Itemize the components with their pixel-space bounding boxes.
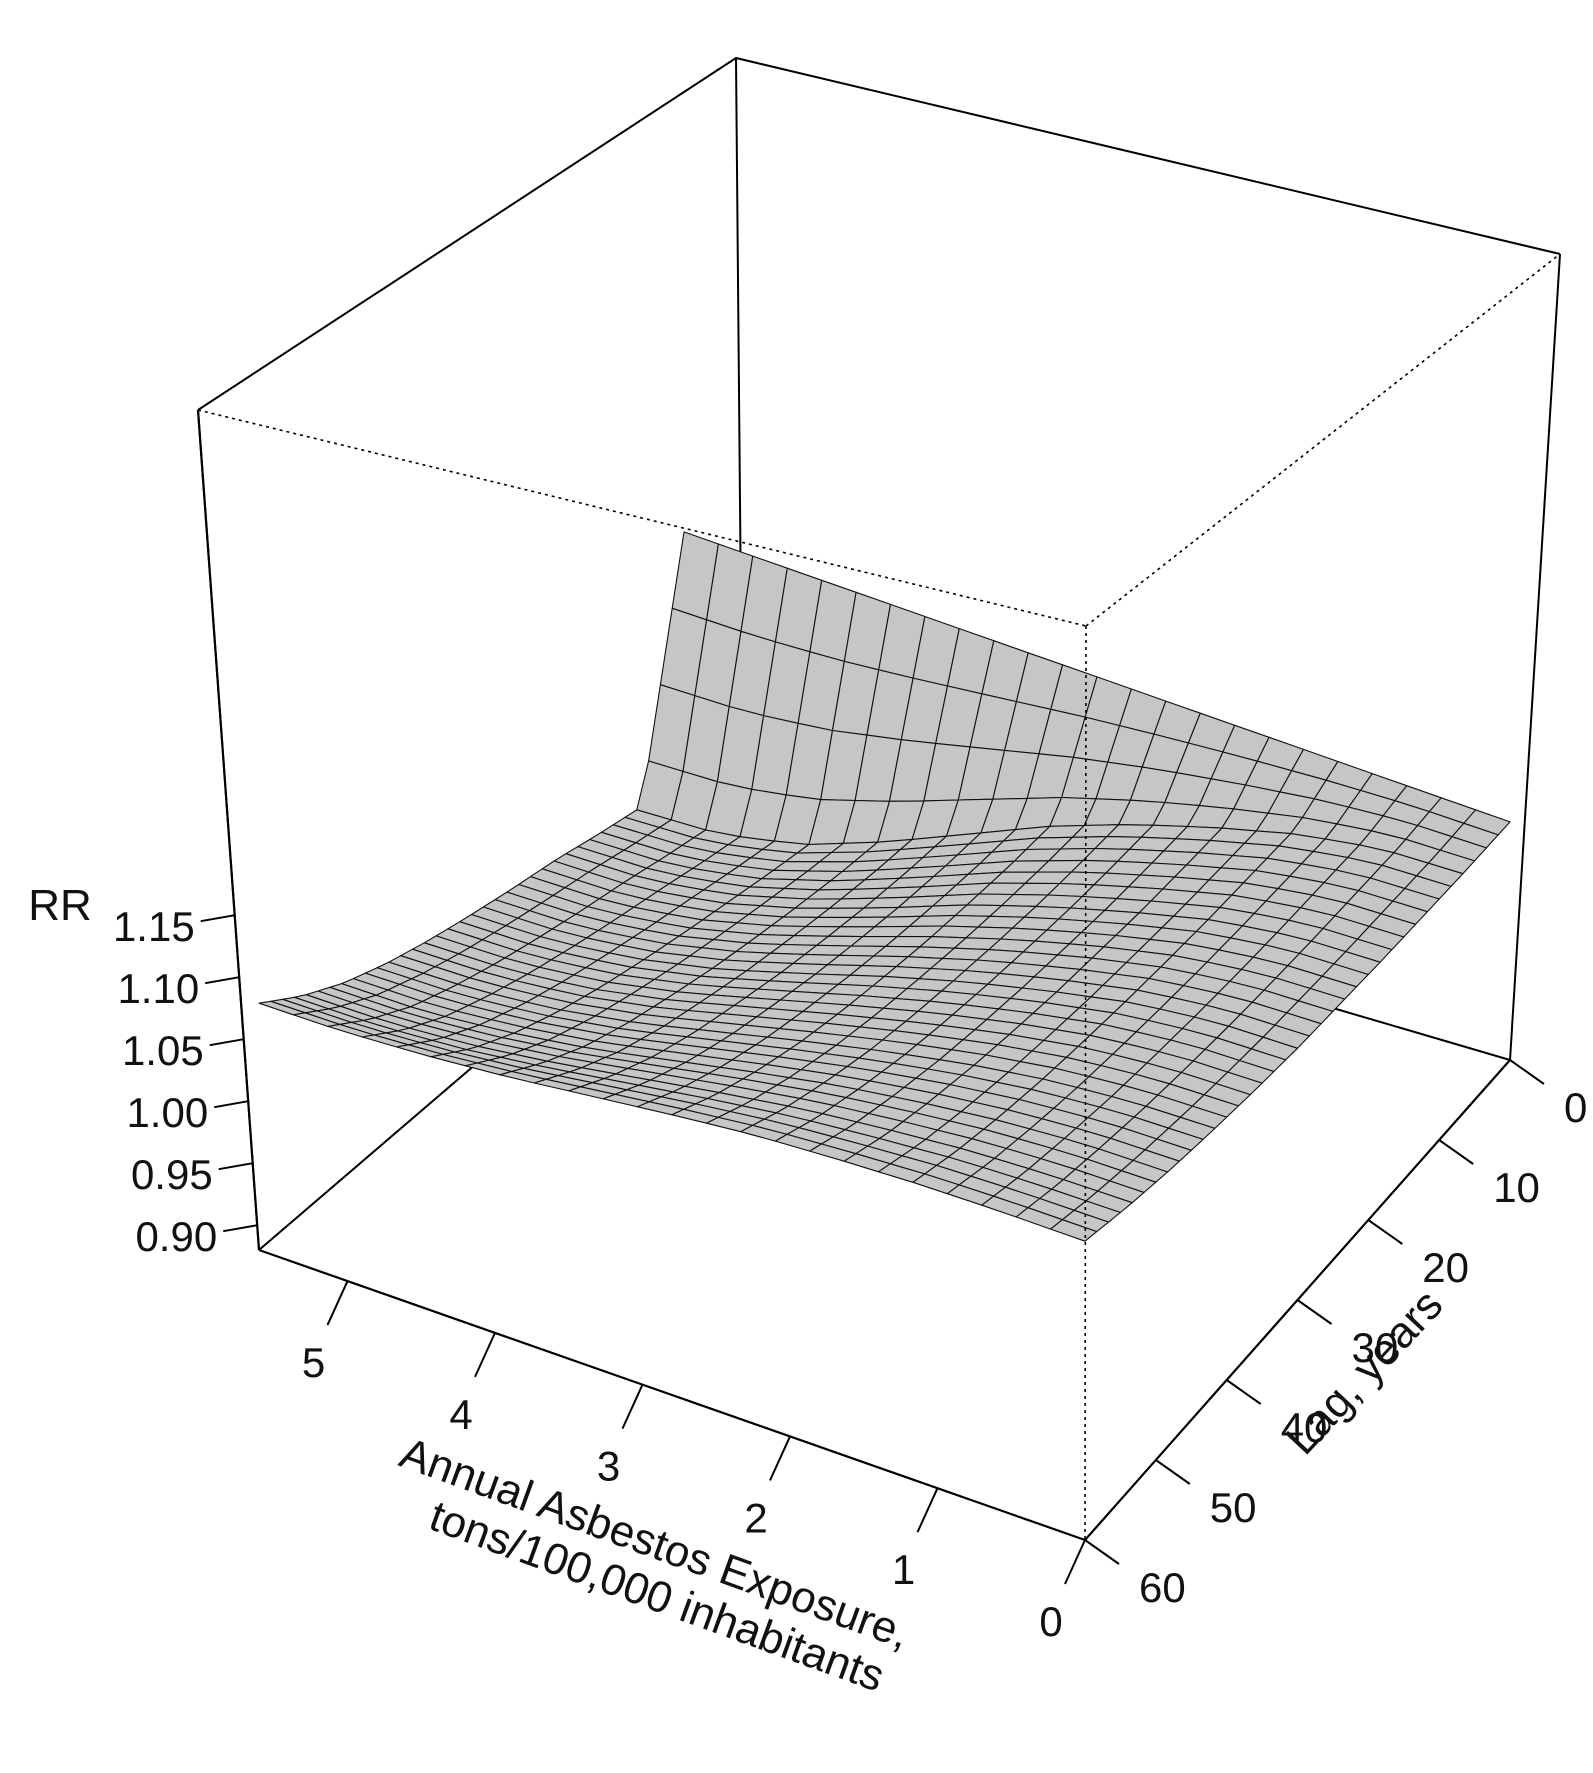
y-tick-label: 20 bbox=[1422, 1244, 1469, 1291]
z-tick-label: 1.15 bbox=[113, 903, 195, 950]
x-axis-tick bbox=[326, 1280, 349, 1326]
y-axis-tick bbox=[1226, 1379, 1262, 1405]
z-axis-tick bbox=[205, 976, 240, 985]
y-tick-label: 0 bbox=[1564, 1084, 1587, 1131]
box-vertical-back-right bbox=[1509, 253, 1561, 1061]
y-axis-tick bbox=[1084, 1539, 1120, 1565]
x-tick-label: 4 bbox=[449, 1391, 472, 1438]
z-tick-label: 0.90 bbox=[135, 1213, 217, 1260]
z-tick-label: 1.05 bbox=[122, 1027, 204, 1074]
box-vertical-front-hidden bbox=[1084, 625, 1087, 1541]
x-tick-label: 2 bbox=[744, 1494, 767, 1541]
z-axis-tick bbox=[200, 914, 235, 923]
x-axis-tick bbox=[621, 1384, 644, 1430]
y-tick-label: 40 bbox=[1281, 1404, 1328, 1451]
z-tick-label: 1.00 bbox=[126, 1089, 208, 1136]
z-axis-tick bbox=[214, 1100, 249, 1109]
box-back-face-top bbox=[197, 56, 1561, 411]
y-axis-tick bbox=[1367, 1219, 1403, 1245]
z-axis-tick bbox=[209, 1038, 244, 1047]
x-tick-label: 3 bbox=[597, 1443, 620, 1490]
z-axis-tick bbox=[223, 1224, 258, 1233]
box-top-hidden-right bbox=[1085, 253, 1561, 627]
z-axis-line bbox=[196, 409, 261, 1251]
y-axis-title: Lag, years bbox=[1276, 1280, 1452, 1464]
y-axis-tick bbox=[1155, 1459, 1191, 1485]
y-tick-label: 10 bbox=[1493, 1164, 1540, 1211]
x-axis-tick bbox=[1064, 1539, 1086, 1585]
z-tick-label: 1.10 bbox=[117, 965, 199, 1012]
x-axis-tick bbox=[769, 1436, 791, 1481]
y-axis-tick bbox=[1296, 1299, 1333, 1325]
x-tick-label: 5 bbox=[302, 1339, 325, 1386]
x-axis-tick bbox=[474, 1332, 496, 1378]
box-top-hidden-left bbox=[197, 409, 1087, 627]
x-axis-line bbox=[258, 1248, 1086, 1542]
y-axis-tick bbox=[1509, 1059, 1545, 1085]
y-axis-tick bbox=[1438, 1139, 1474, 1165]
x-tick-label: 1 bbox=[892, 1546, 915, 1593]
z-axis-tick bbox=[218, 1162, 253, 1171]
y-tick-label: 30 bbox=[1352, 1324, 1399, 1371]
surface-mesh bbox=[258, 531, 1511, 1242]
x-axis-tick bbox=[916, 1487, 939, 1533]
axis-ticks: 0.900.951.001.051.101.150123450102030405… bbox=[113, 903, 1587, 1645]
z-tick-label: 0.95 bbox=[131, 1151, 213, 1198]
z-axis-title: RR bbox=[28, 881, 92, 930]
y-tick-label: 50 bbox=[1210, 1484, 1257, 1531]
x-tick-label: 0 bbox=[1039, 1598, 1062, 1645]
y-tick-label: 60 bbox=[1139, 1564, 1186, 1611]
